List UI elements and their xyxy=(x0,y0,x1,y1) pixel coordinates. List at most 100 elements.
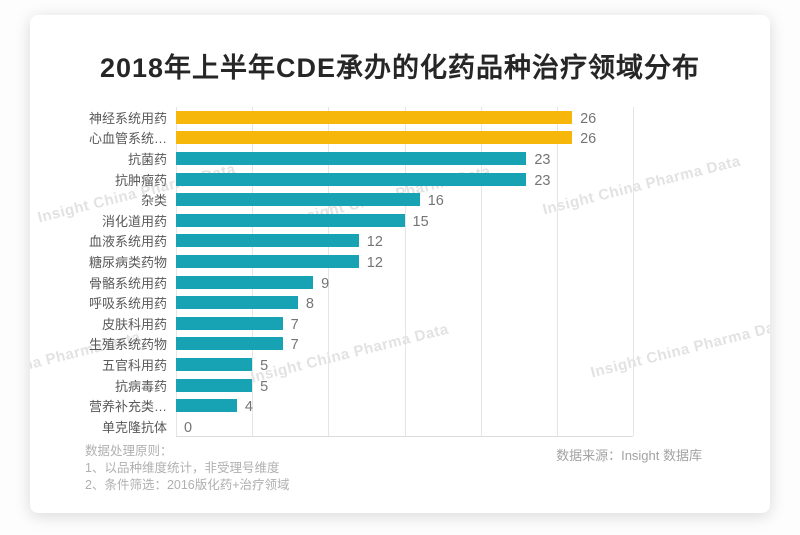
category-label: 生殖系统药物 xyxy=(88,337,167,353)
bar-scale: 4 xyxy=(176,399,633,416)
bar-track: 9 xyxy=(176,275,736,292)
value-label: 12 xyxy=(366,234,383,251)
bar xyxy=(176,399,237,413)
category-label: 神经系统用药 xyxy=(88,110,167,126)
bar xyxy=(176,254,359,268)
value-label: 9 xyxy=(321,275,330,292)
value-label: 23 xyxy=(534,172,551,189)
bar-track: 12 xyxy=(176,234,736,251)
bar-scale: 12 xyxy=(176,234,633,251)
chart-row: 血液系统用药 12 xyxy=(30,231,770,252)
gridline xyxy=(404,107,406,436)
chart-rows: 神经系统用药 26 心血管系统… 26 抗菌药 23 抗肿瘤药 xyxy=(30,107,770,437)
bar-track: 23 xyxy=(176,172,736,189)
bar-track: 8 xyxy=(176,296,736,313)
gridline xyxy=(176,107,177,436)
value-label: 4 xyxy=(244,399,253,416)
category-label: 营养补充类… xyxy=(88,399,167,415)
bar-track: 7 xyxy=(176,316,736,333)
bar xyxy=(176,296,298,310)
category-label: 糖尿病类药物 xyxy=(88,254,167,270)
bar-scale: 16 xyxy=(176,193,633,210)
value-label: 0 xyxy=(184,419,193,436)
value-label: 7 xyxy=(290,316,299,333)
bar xyxy=(176,110,573,124)
chart-row: 营养补充类… 4 xyxy=(30,395,770,416)
chart-row: 五官科用药 5 xyxy=(30,354,770,375)
gridline xyxy=(556,107,558,436)
bar-track: 5 xyxy=(176,357,736,374)
gridline xyxy=(633,107,634,436)
category-label: 单克隆抗体 xyxy=(101,419,167,435)
bar xyxy=(176,172,527,186)
chart-row: 抗菌药 23 xyxy=(30,148,770,169)
bar-scale: 9 xyxy=(176,275,633,292)
chart-row: 抗肿瘤药 23 xyxy=(30,169,770,190)
note-line-2: 2、条件筛选：2016版化药+治疗领域 xyxy=(85,478,290,492)
bar-scale: 23 xyxy=(176,151,633,168)
chart-row: 消化道用药 15 xyxy=(30,210,770,231)
gridlines xyxy=(176,107,634,437)
value-label: 7 xyxy=(290,337,299,354)
bar-track: 26 xyxy=(176,131,736,148)
bar-scale: 0 xyxy=(176,419,633,436)
bar-track: 23 xyxy=(176,151,736,168)
bar-track: 4 xyxy=(176,399,736,416)
category-label: 皮肤科用药 xyxy=(101,316,167,332)
bar-track: 5 xyxy=(176,378,736,395)
category-label: 骨骼系统用药 xyxy=(88,275,167,291)
chart-row: 杂类 16 xyxy=(30,189,770,210)
chart-row: 糖尿病类药物 12 xyxy=(30,251,770,272)
chart-row: 皮肤科用药 7 xyxy=(30,313,770,334)
bar-scale: 5 xyxy=(176,357,633,374)
bar xyxy=(176,378,253,392)
bar xyxy=(176,357,253,371)
value-label: 15 xyxy=(412,213,429,230)
bar xyxy=(176,151,527,165)
category-label: 消化道用药 xyxy=(101,213,167,229)
bar-track: 7 xyxy=(176,337,736,354)
category-label: 杂类 xyxy=(140,193,167,209)
value-label: 12 xyxy=(366,254,383,271)
category-label: 心血管系统… xyxy=(88,131,167,147)
bar xyxy=(176,337,283,351)
chart-row: 心血管系统… 26 xyxy=(30,128,770,149)
bar-scale: 7 xyxy=(176,337,633,354)
bar-scale: 12 xyxy=(176,254,633,271)
value-label: 23 xyxy=(534,151,551,168)
bar-track: 16 xyxy=(176,193,736,210)
gridline xyxy=(252,107,254,436)
chart-title: 2018年上半年CDE承办的化药品种治疗领域分布 xyxy=(99,53,701,83)
category-label: 五官科用药 xyxy=(101,357,167,373)
data-source: 数据来源：Insight 数据库 xyxy=(556,448,702,463)
bar-track: 0 xyxy=(176,419,736,436)
bar-scale: 26 xyxy=(176,131,633,148)
bar xyxy=(176,131,573,145)
bar-scale: 15 xyxy=(176,213,633,230)
gridline xyxy=(328,107,330,436)
chart-row: 单克隆抗体 0 xyxy=(30,416,770,437)
chart-row: 生殖系统药物 7 xyxy=(30,334,770,355)
note-line-1: 1、以品种维度统计，非受理号维度 xyxy=(85,461,280,475)
bar-track: 12 xyxy=(176,254,736,271)
chart-row: 呼吸系统用药 8 xyxy=(30,292,770,313)
category-label: 呼吸系统用药 xyxy=(88,296,167,312)
value-label: 16 xyxy=(427,193,444,210)
value-label: 5 xyxy=(260,378,269,395)
notes-title: 数据处理原则： xyxy=(85,444,173,458)
bar xyxy=(176,213,405,227)
gridline xyxy=(480,107,482,436)
value-label: 26 xyxy=(580,131,597,148)
bar xyxy=(176,234,359,248)
bar-chart: 神经系统用药 26 心血管系统… 26 抗菌药 23 抗肿瘤药 xyxy=(30,107,770,438)
bar-track: 15 xyxy=(176,213,736,230)
chart-row: 骨骼系统用药 9 xyxy=(30,272,770,293)
bar-scale: 5 xyxy=(176,378,633,395)
value-label: 26 xyxy=(580,110,597,127)
bar xyxy=(176,193,420,207)
chart-row: 抗病毒药 5 xyxy=(30,375,770,396)
category-label: 抗菌药 xyxy=(127,151,167,167)
bar-scale: 7 xyxy=(176,316,633,333)
value-label: 8 xyxy=(305,296,314,313)
